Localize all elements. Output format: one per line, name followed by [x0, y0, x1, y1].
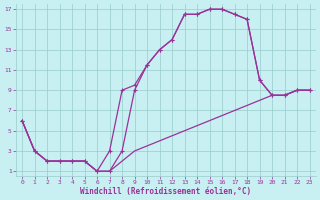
X-axis label: Windchill (Refroidissement éolien,°C): Windchill (Refroidissement éolien,°C): [80, 187, 252, 196]
